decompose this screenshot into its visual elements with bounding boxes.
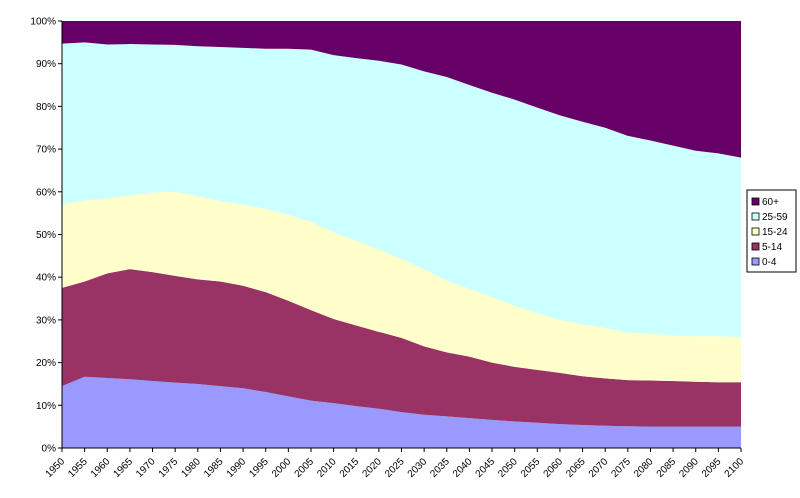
x-tick-label: 2030 bbox=[406, 456, 430, 480]
y-axis-ticks: 0% 10% 20% 30% 40% 50% 60% 70% 80% 90% 100% bbox=[30, 17, 62, 455]
x-tick-label: 2090 bbox=[677, 456, 701, 480]
x-tick-label: 2040 bbox=[451, 456, 475, 480]
x-tick-label: 2095 bbox=[700, 456, 724, 480]
x-tick-label: 1980 bbox=[179, 456, 203, 480]
x-tick-label: 1995 bbox=[247, 456, 271, 480]
x-tick-label: 2020 bbox=[360, 456, 384, 480]
legend-swatch bbox=[751, 197, 760, 206]
y-tick-label: 20% bbox=[36, 358, 56, 369]
area-series-0-4 bbox=[62, 376, 741, 448]
x-tick-label: 2065 bbox=[564, 456, 588, 480]
y-tick-label: 0% bbox=[42, 444, 57, 455]
y-tick-label: 40% bbox=[36, 273, 56, 284]
x-tick-label: 2085 bbox=[655, 456, 679, 480]
x-axis-ticks: 1950 1955 1960 1965 1970 1975 1980 1985 1990 1995… bbox=[44, 448, 747, 480]
x-tick-label: 1950 bbox=[44, 456, 68, 480]
x-tick-label: 2100 bbox=[723, 456, 747, 480]
plot-area bbox=[62, 21, 741, 448]
legend-swatch bbox=[751, 212, 760, 221]
legend-label: 25-59 bbox=[762, 212, 788, 223]
area-series-25-59 bbox=[62, 42, 741, 337]
legend-label: 60+ bbox=[762, 197, 779, 208]
x-tick-label: 2070 bbox=[587, 456, 611, 480]
x-tick-label: 2035 bbox=[428, 456, 452, 480]
legend-swatch bbox=[751, 227, 760, 236]
area-series-15-24 bbox=[62, 191, 741, 383]
y-tick-label: 60% bbox=[36, 187, 56, 198]
legend-swatch bbox=[751, 242, 760, 251]
x-tick-label: 2075 bbox=[609, 456, 633, 480]
x-tick-label: 2050 bbox=[496, 456, 520, 480]
legend-label: 0-4 bbox=[762, 257, 777, 268]
y-tick-label: 10% bbox=[36, 401, 56, 412]
x-tick-label: 2025 bbox=[383, 456, 407, 480]
y-tick-label: 80% bbox=[36, 102, 56, 113]
area-series-5-14 bbox=[62, 269, 741, 427]
x-tick-label: 2015 bbox=[338, 456, 362, 480]
x-tick-label: 2005 bbox=[293, 456, 317, 480]
area-series-60+ bbox=[62, 21, 741, 158]
legend-label: 5-14 bbox=[762, 242, 782, 253]
legend-swatch bbox=[751, 257, 760, 266]
x-tick-label: 1985 bbox=[202, 456, 226, 480]
x-tick-label: 1965 bbox=[112, 456, 136, 480]
x-tick-label: 1975 bbox=[157, 456, 181, 480]
x-tick-label: 1960 bbox=[89, 456, 113, 480]
legend: 60+ 25-59 15-24 5-14 0-4 bbox=[746, 189, 797, 273]
y-tick-label: 50% bbox=[36, 230, 56, 241]
x-tick-label: 1955 bbox=[66, 456, 90, 480]
x-tick-label: 2055 bbox=[519, 456, 543, 480]
y-tick-label: 90% bbox=[36, 59, 56, 70]
y-tick-label: 70% bbox=[36, 145, 56, 156]
x-tick-label: 1990 bbox=[225, 456, 249, 480]
x-tick-label: 2010 bbox=[315, 456, 339, 480]
x-tick-label: 2080 bbox=[632, 456, 656, 480]
y-tick-label: 100% bbox=[30, 17, 56, 28]
x-tick-label: 2000 bbox=[270, 456, 294, 480]
x-tick-label: 2045 bbox=[474, 456, 498, 480]
y-tick-label: 30% bbox=[36, 315, 56, 326]
legend-label: 15-24 bbox=[762, 227, 788, 238]
x-tick-label: 1970 bbox=[134, 456, 158, 480]
x-tick-label: 2060 bbox=[542, 456, 566, 480]
